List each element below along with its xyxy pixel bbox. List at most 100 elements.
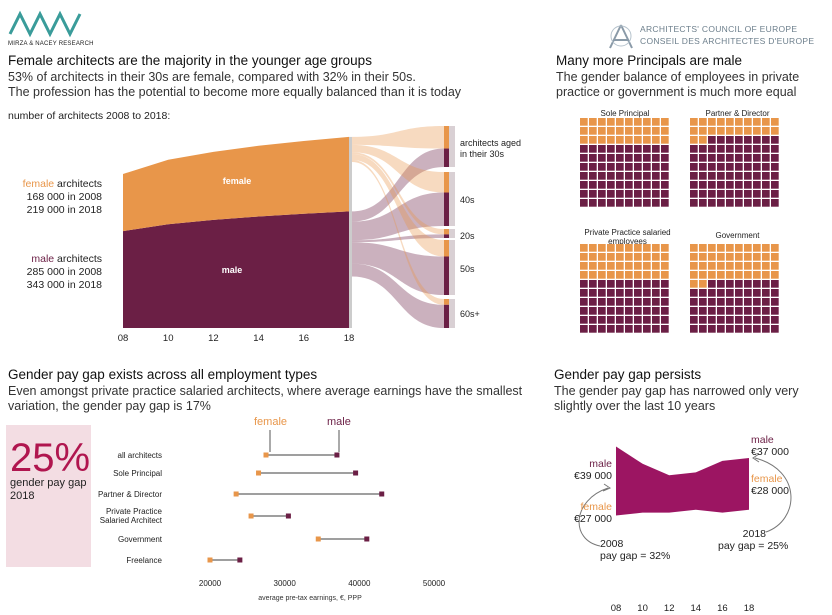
female-flow — [352, 144, 444, 193]
ace-line1: ARCHITECTS' COUNCIL OF EUROPE — [640, 24, 798, 34]
waffle-cell — [771, 163, 779, 171]
female-point — [263, 452, 269, 458]
waffle-cell — [661, 316, 669, 324]
waffle-cell — [735, 163, 743, 171]
waffle-cell — [661, 118, 669, 126]
waffle-cell — [589, 181, 597, 189]
waffle-cell — [690, 127, 698, 135]
waffle-cell — [699, 298, 707, 306]
waffle-cell — [735, 199, 743, 207]
waffle-cell — [661, 172, 669, 180]
waffle-cell — [589, 325, 597, 333]
waffle-cell — [771, 181, 779, 189]
waffle-cell — [634, 145, 642, 153]
waffle-cell — [699, 271, 707, 279]
waffle-cell — [643, 154, 651, 162]
waffle-cell — [598, 289, 606, 297]
male-val-2008: €39 000 — [574, 470, 612, 482]
waffle-cell — [643, 289, 651, 297]
waffle-cell — [661, 199, 669, 207]
waffle-cell — [771, 154, 779, 162]
waffle-cell — [690, 307, 698, 315]
waffle-cell — [616, 154, 624, 162]
arrow-2018 — [754, 457, 792, 533]
node-female — [444, 299, 449, 305]
waffle-cell — [598, 145, 606, 153]
waffle-cell — [607, 127, 615, 135]
waffle-cell — [708, 172, 716, 180]
waffle-cell — [589, 145, 597, 153]
waffle-cell — [598, 271, 606, 279]
waffle-cell — [726, 244, 734, 252]
waffle-cell — [717, 307, 725, 315]
waffle-cell — [643, 280, 651, 288]
waffle-cell — [753, 325, 761, 333]
waffle-cell — [580, 145, 588, 153]
waffle-cell — [717, 244, 725, 252]
waffle-cell — [643, 181, 651, 189]
waffle-cell — [652, 118, 660, 126]
panel2-title: Many more Principals are male — [556, 53, 743, 68]
x-tick-label: 14 — [253, 333, 264, 344]
waffle-cell — [616, 289, 624, 297]
waffle-cell — [643, 298, 651, 306]
waffle-cell — [753, 289, 761, 297]
waffle-cell — [690, 118, 698, 126]
node-female — [444, 126, 449, 149]
waffle-cell — [616, 325, 624, 333]
waffle-cell — [708, 298, 716, 306]
pay-gap-caption2: 2018 — [10, 490, 35, 502]
male-point — [364, 536, 370, 542]
waffle-cell — [625, 127, 633, 135]
waffle-cell — [699, 280, 707, 288]
waffle-cell — [652, 172, 660, 180]
waffle-cell — [607, 145, 615, 153]
waffle-cell — [690, 199, 698, 207]
waffle-cell — [717, 127, 725, 135]
male-point — [353, 470, 359, 476]
male-val-2018: €37 000 — [751, 446, 789, 458]
waffle-cell — [616, 172, 624, 180]
waffle-cell — [726, 118, 734, 126]
waffle-cell — [771, 127, 779, 135]
female-val-2008: €27 000 — [574, 513, 612, 525]
waffle-cell — [634, 253, 642, 261]
note-2008-year: 2008 — [600, 538, 624, 550]
waffle-cell — [625, 262, 633, 270]
male-flow — [352, 242, 444, 295]
waffle-cell — [744, 271, 752, 279]
waffle-cell — [661, 289, 669, 297]
waffle-cell — [589, 118, 597, 126]
waffle-cell — [762, 199, 770, 207]
waffle-cell — [616, 190, 624, 198]
waffle-cell — [589, 154, 597, 162]
waffle-cell — [652, 199, 660, 207]
waffle-cell — [661, 154, 669, 162]
waffle-cell — [598, 136, 606, 144]
x-tick-label: 12 — [208, 333, 219, 344]
waffle-cell — [625, 325, 633, 333]
female-summary: female architects 168 000 in 2008 219 00… — [16, 178, 102, 217]
x-tick-label: 50000 — [423, 579, 446, 588]
waffle-cell — [735, 316, 743, 324]
waffle-cell — [753, 136, 761, 144]
waffle-cell — [708, 163, 716, 171]
panel1-title: Female architects are the majority in th… — [8, 53, 372, 68]
waffle-cell — [643, 262, 651, 270]
waffle-cell — [652, 307, 660, 315]
waffle-cell — [708, 127, 716, 135]
waffle-cell — [744, 136, 752, 144]
waffle-cell — [762, 307, 770, 315]
waffle-cell — [762, 325, 770, 333]
waffle-cell — [699, 163, 707, 171]
waffle-cell — [753, 307, 761, 315]
waffle-cell — [580, 325, 588, 333]
waffle-cell — [735, 253, 743, 261]
male-word: male — [31, 253, 55, 265]
waffle-cell — [598, 163, 606, 171]
waffle-cell — [598, 127, 606, 135]
waffle-cell — [589, 136, 597, 144]
waffle-cell — [762, 253, 770, 261]
male-area — [123, 211, 349, 328]
node-bar — [449, 126, 455, 167]
